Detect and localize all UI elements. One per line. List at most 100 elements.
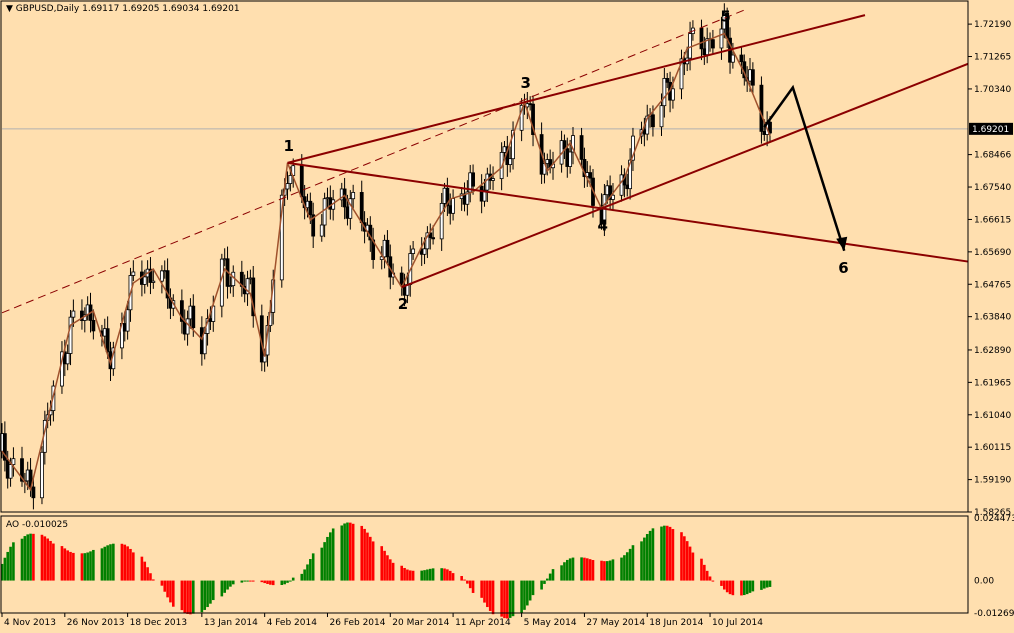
price-tick-label: 1.58265 [974, 508, 1011, 518]
wave-label-6: 6 [838, 259, 848, 277]
ao-bar [426, 569, 429, 581]
header-triangle-icon: ▼ [6, 4, 13, 14]
candle-body [485, 173, 490, 191]
projection-arrow [763, 84, 846, 252]
ao-bar [671, 529, 675, 581]
ao-bar [271, 580, 275, 586]
price-tick-label: 1.68466 [974, 151, 1011, 161]
ao-bar [591, 560, 595, 581]
ao-bar [768, 580, 772, 587]
candle-body [299, 165, 304, 198]
ao-bar [563, 562, 566, 581]
candle-body [665, 78, 670, 83]
candle-body [759, 84, 764, 132]
ao-tick-label: 0.024473 [974, 514, 1014, 524]
candle-body [348, 198, 353, 219]
candle-body [125, 309, 130, 332]
candle-body [659, 105, 664, 128]
ao-bar [711, 580, 715, 582]
wave-label-3: 3 [520, 74, 530, 92]
ao-bar [368, 536, 372, 581]
candle-body [608, 185, 613, 200]
candle-body [719, 28, 724, 49]
candle-body [465, 191, 470, 205]
ao-frame [0, 515, 969, 614]
ao-bar [211, 580, 215, 601]
ao-bar [446, 569, 449, 581]
ao-bar [503, 580, 506, 619]
ao-bar [760, 580, 763, 590]
wave-label-2: 2 [398, 295, 408, 313]
ao-bar [685, 541, 689, 581]
ao-bar [623, 555, 626, 581]
ao-header: AO -0.010025 [6, 520, 69, 530]
ao-bar [126, 546, 129, 581]
candle-body [285, 183, 290, 190]
wave-label-5: 5 [720, 8, 730, 26]
ao-bar [371, 541, 375, 581]
candle-body [185, 318, 190, 335]
candle-body [202, 333, 207, 355]
date-tick-label: 4 Nov 2013 [4, 618, 56, 628]
ao-bar [291, 577, 295, 581]
ao-bar [263, 580, 266, 584]
ao-bar [703, 564, 706, 581]
ao-bar [43, 536, 47, 581]
ao-bar [508, 580, 512, 618]
zigzag-line [1, 32, 771, 492]
ao-bar [651, 528, 655, 581]
candle-body [562, 140, 567, 150]
ao-bar [32, 533, 35, 581]
candle-body [431, 237, 436, 240]
candle-body [40, 451, 44, 499]
ao-bar [560, 565, 563, 581]
ao-bar [640, 541, 643, 581]
ao-bar [189, 580, 192, 615]
ao-bar [349, 522, 352, 581]
ao-bar [46, 538, 49, 581]
ao-bar [220, 580, 224, 597]
current-price-box [969, 122, 1013, 135]
candle-body [319, 224, 324, 237]
candle-body [2, 433, 7, 461]
ao-bar [226, 580, 229, 590]
ao-bar [448, 570, 452, 581]
ao-bar [249, 580, 252, 582]
symbol-label: GBPUSD,Daily [15, 4, 80, 14]
ao-bar [49, 540, 52, 581]
ao-tick-label: 0.00 [974, 577, 994, 587]
candle-body [699, 27, 704, 50]
ao-bar [331, 528, 335, 581]
ao-bar [120, 543, 124, 581]
candle-body [351, 192, 356, 200]
ao-bar [663, 525, 666, 581]
candle-body [148, 268, 153, 283]
candle-body [611, 194, 615, 200]
arrow-head [836, 236, 848, 251]
ao-bar [383, 550, 386, 581]
date-tick-label: 11 Apr 2014 [455, 618, 511, 628]
candle-body [151, 280, 156, 283]
price-tick-label: 1.63840 [974, 313, 1011, 323]
ao-bar [326, 536, 329, 581]
date-tick-label: 27 May 2014 [586, 618, 645, 628]
ao-bar [246, 580, 249, 582]
date-tick-label: 4 Feb 2014 [267, 618, 318, 628]
ao-bar [109, 544, 112, 581]
ao-bar [200, 580, 204, 613]
ao-bar [300, 573, 304, 581]
lower-trend-line [401, 62, 969, 289]
current-price-label: 1.69201 [972, 125, 1009, 135]
candle-body [679, 58, 684, 90]
candle-body [588, 172, 593, 179]
main-panel: 1 2 3 4 5 6 [0, 3, 969, 510]
date-tick-label: 18 Jun 2014 [649, 618, 703, 628]
candle-body [508, 158, 513, 166]
ao-bar [585, 558, 589, 581]
ao-bar [728, 580, 732, 595]
ao-bar [351, 523, 355, 581]
ao-bar [112, 543, 115, 581]
ao-bar [20, 538, 24, 581]
ao-bar [323, 542, 326, 581]
